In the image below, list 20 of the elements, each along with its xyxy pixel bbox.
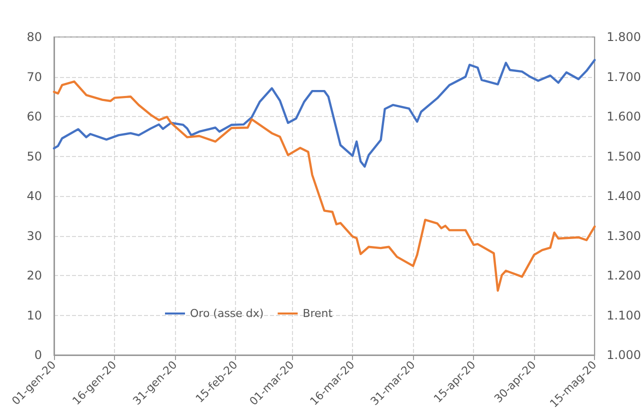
y2-tick-label: 1.400 bbox=[606, 189, 642, 203]
y-tick-label: 30 bbox=[26, 228, 42, 243]
legend-label: Oro (asse dx) bbox=[190, 307, 264, 320]
legend-label: Brent bbox=[302, 307, 334, 320]
y2-tick-label: 1.600 bbox=[606, 110, 642, 124]
y-tick-label: 20 bbox=[26, 268, 42, 282]
y-tick-label: 60 bbox=[26, 110, 42, 124]
y2-tick-label: 1.500 bbox=[606, 149, 642, 164]
y-tick-label: 80 bbox=[26, 30, 42, 44]
y2-tick-label: 1.000 bbox=[606, 348, 642, 362]
y-tick-label: 10 bbox=[26, 308, 42, 322]
y-tick-label: 50 bbox=[26, 149, 42, 164]
y2-tick-label: 1.700 bbox=[606, 70, 642, 84]
y-tick-label: 0 bbox=[34, 348, 42, 362]
y2-tick-label: 1.300 bbox=[606, 228, 642, 243]
y2-tick-label: 1.200 bbox=[606, 268, 642, 282]
y2-tick-label: 1.800 bbox=[606, 30, 642, 44]
y2-tick-label: 1.100 bbox=[606, 308, 642, 322]
y-tick-label: 70 bbox=[26, 70, 42, 84]
y-tick-label: 40 bbox=[26, 189, 42, 203]
